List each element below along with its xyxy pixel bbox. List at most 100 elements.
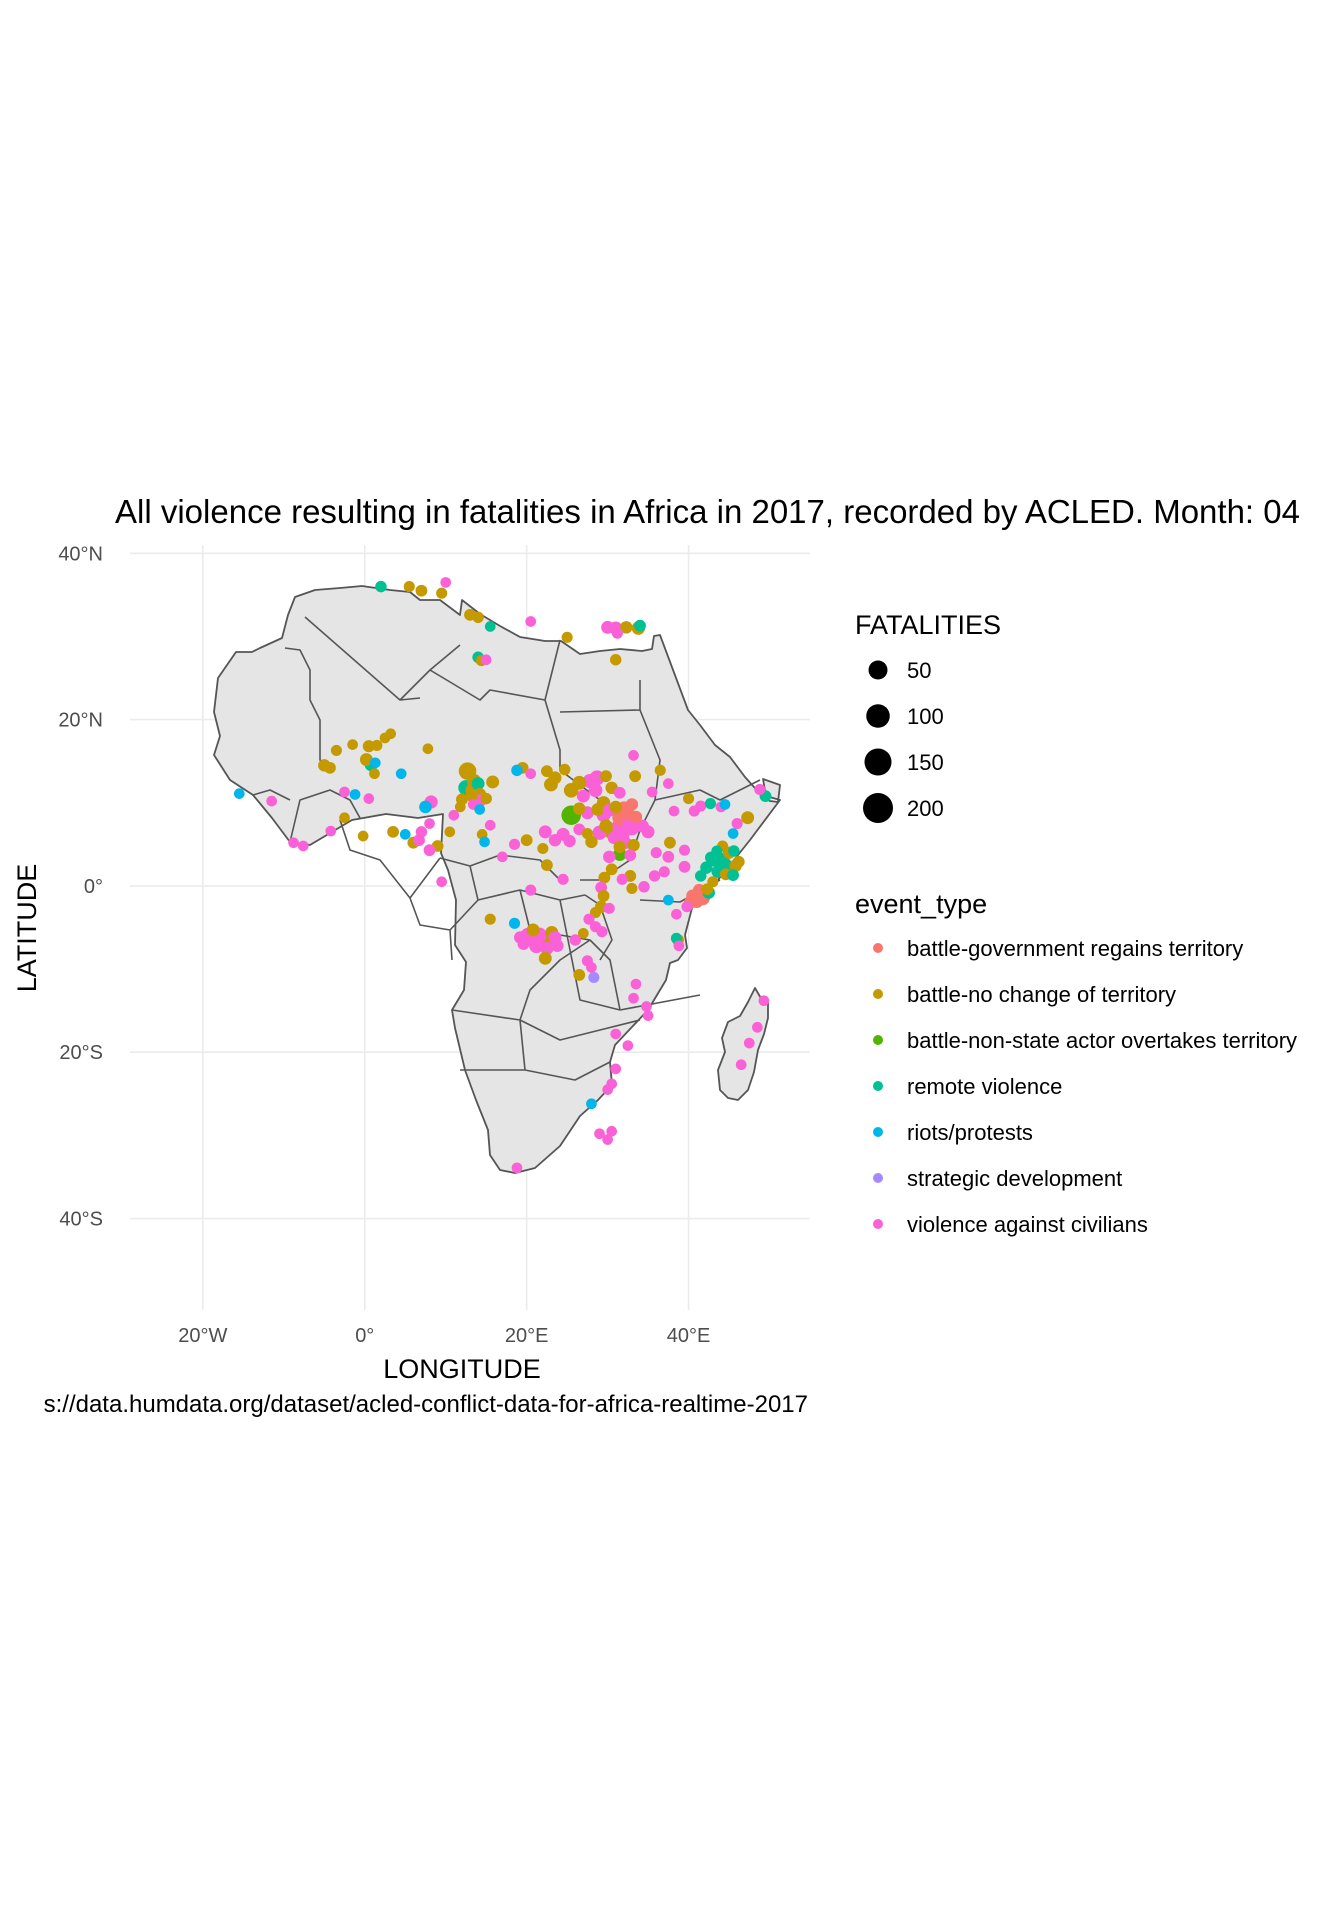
event-point [529, 938, 544, 954]
x-tick-label: 40°E [667, 1325, 711, 1347]
event-point [520, 834, 533, 847]
event-point [339, 786, 350, 798]
legend-size-swatch [866, 704, 890, 728]
legend-event-type-label: battle-no change of territory [907, 982, 1176, 1007]
event-point [419, 800, 432, 814]
legend-size-keys: 50 100 150 200 [863, 658, 944, 823]
event-point [525, 884, 537, 896]
event-point [517, 938, 530, 951]
event-point [602, 1134, 613, 1145]
event-point [572, 775, 587, 790]
event-point [233, 788, 245, 799]
event-point [610, 1063, 622, 1075]
event-point [586, 962, 597, 973]
event-point [602, 1084, 613, 1095]
event-point [415, 826, 428, 838]
event-point [288, 837, 299, 849]
madagascar [717, 987, 769, 1101]
event-point [472, 611, 484, 624]
legend-size-swatch [864, 748, 892, 776]
event-point [480, 792, 492, 805]
event-point [613, 786, 626, 799]
y-axis-title: LATITUDE [12, 864, 42, 993]
event-point [349, 789, 361, 800]
x-tick-label: 0° [355, 1325, 374, 1347]
y-tick-label: 0° [84, 876, 103, 898]
event-point [588, 971, 600, 983]
legend-color-swatch [873, 1127, 883, 1137]
event-point [581, 827, 593, 840]
event-point [551, 939, 564, 952]
event-point [589, 921, 602, 933]
event-point [662, 894, 674, 906]
event-point [484, 913, 496, 925]
event-point [629, 770, 642, 783]
event-point [727, 869, 740, 882]
event-point [704, 798, 716, 810]
event-point [678, 860, 691, 873]
event-point [641, 1001, 652, 1012]
event-point [662, 778, 674, 789]
event-point [557, 873, 569, 885]
legend-size-title: FATALITIES [855, 610, 1001, 640]
event-point [603, 902, 615, 914]
event-point [616, 873, 628, 885]
event-point [577, 927, 589, 939]
event-point [628, 750, 639, 761]
event-point [558, 763, 571, 776]
event-point [597, 889, 610, 902]
event-point [375, 580, 387, 593]
y-tick-label: 40°N [58, 543, 103, 565]
event-points [233, 577, 772, 1174]
event-point [484, 819, 496, 831]
event-point [668, 805, 680, 817]
event-point [465, 790, 478, 803]
event-point [474, 804, 486, 815]
event-point [454, 801, 466, 813]
legend-color-swatch [873, 1035, 883, 1045]
event-point [611, 627, 623, 639]
event-point [325, 825, 337, 837]
event-point [711, 845, 723, 857]
event-point [448, 809, 460, 821]
event-point [650, 847, 662, 859]
event-point [694, 870, 707, 882]
event-point [538, 951, 552, 965]
event-point [583, 913, 595, 925]
event-point [423, 844, 436, 857]
event-point [630, 978, 642, 990]
legend-color-keys: battle-government regains territory battl… [873, 936, 1297, 1237]
event-point [591, 802, 605, 816]
event-point [641, 825, 655, 839]
event-point [735, 1059, 747, 1071]
legend: FATALITIES 50 100 150 200 event_type battle… [855, 610, 1297, 1237]
event-point [548, 771, 562, 785]
event-point [638, 881, 650, 893]
legend-color-title: event_type [855, 889, 987, 919]
event-point [387, 825, 400, 838]
event-point [626, 882, 638, 894]
event-point [624, 849, 637, 862]
event-point [610, 1028, 622, 1040]
event-point [266, 795, 278, 807]
y-tick-label: 40°S [59, 1209, 103, 1231]
event-point [588, 783, 603, 798]
event-point [563, 834, 576, 848]
event-point [359, 753, 373, 766]
legend-size-label: 200 [907, 796, 944, 821]
event-point [347, 739, 358, 750]
chart-title: All violence resulting in fatalities in … [115, 493, 1300, 530]
y-tick-label: 20°N [58, 710, 103, 732]
event-point [424, 818, 435, 829]
event-point [324, 761, 336, 774]
event-point [573, 802, 586, 815]
legend-event-type-label: violence against civilians [907, 1212, 1148, 1237]
event-point [357, 830, 369, 842]
event-point [540, 765, 553, 778]
country-borders [252, 616, 761, 1081]
event-point [480, 654, 492, 666]
event-point [548, 833, 562, 847]
event-point [654, 764, 666, 776]
event-point [594, 1128, 605, 1140]
legend-size-swatch [868, 660, 888, 680]
